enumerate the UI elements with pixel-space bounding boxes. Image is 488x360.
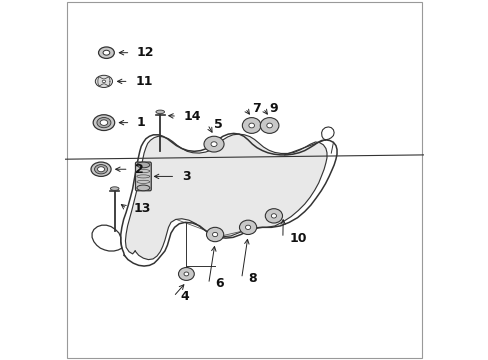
Text: 1: 1 bbox=[137, 116, 145, 129]
Ellipse shape bbox=[266, 123, 272, 128]
Ellipse shape bbox=[95, 75, 112, 87]
Ellipse shape bbox=[102, 80, 105, 82]
Text: 8: 8 bbox=[247, 272, 256, 285]
Text: 3: 3 bbox=[182, 170, 190, 183]
Text: 14: 14 bbox=[183, 110, 201, 123]
Text: 2: 2 bbox=[135, 163, 143, 176]
Ellipse shape bbox=[203, 136, 224, 152]
Ellipse shape bbox=[260, 118, 278, 134]
Text: 13: 13 bbox=[133, 202, 150, 215]
FancyBboxPatch shape bbox=[135, 162, 151, 191]
Ellipse shape bbox=[110, 187, 119, 190]
Text: 7: 7 bbox=[251, 102, 260, 115]
Ellipse shape bbox=[137, 162, 149, 168]
Polygon shape bbox=[321, 127, 333, 140]
Text: 4: 4 bbox=[180, 290, 188, 303]
Text: 12: 12 bbox=[137, 46, 154, 59]
Text: 5: 5 bbox=[214, 118, 223, 131]
Text: 6: 6 bbox=[215, 278, 224, 291]
Ellipse shape bbox=[183, 272, 188, 276]
Ellipse shape bbox=[178, 267, 194, 280]
Ellipse shape bbox=[99, 47, 114, 58]
Ellipse shape bbox=[103, 50, 110, 55]
Text: 9: 9 bbox=[269, 102, 278, 115]
Ellipse shape bbox=[91, 162, 111, 176]
Polygon shape bbox=[121, 134, 336, 266]
Ellipse shape bbox=[93, 115, 115, 131]
Text: 11: 11 bbox=[135, 75, 152, 88]
Polygon shape bbox=[125, 134, 326, 260]
Ellipse shape bbox=[211, 142, 217, 147]
Ellipse shape bbox=[100, 120, 107, 125]
Ellipse shape bbox=[265, 209, 282, 223]
Ellipse shape bbox=[242, 118, 261, 134]
Ellipse shape bbox=[212, 232, 217, 237]
Ellipse shape bbox=[248, 123, 254, 128]
Ellipse shape bbox=[97, 167, 104, 172]
Ellipse shape bbox=[137, 185, 149, 191]
Ellipse shape bbox=[94, 165, 107, 174]
Ellipse shape bbox=[245, 225, 250, 229]
Ellipse shape bbox=[206, 227, 223, 242]
Polygon shape bbox=[92, 225, 122, 251]
Text: 10: 10 bbox=[289, 231, 306, 244]
Ellipse shape bbox=[156, 110, 164, 114]
Ellipse shape bbox=[271, 214, 276, 218]
Ellipse shape bbox=[97, 117, 111, 128]
Ellipse shape bbox=[239, 220, 256, 234]
